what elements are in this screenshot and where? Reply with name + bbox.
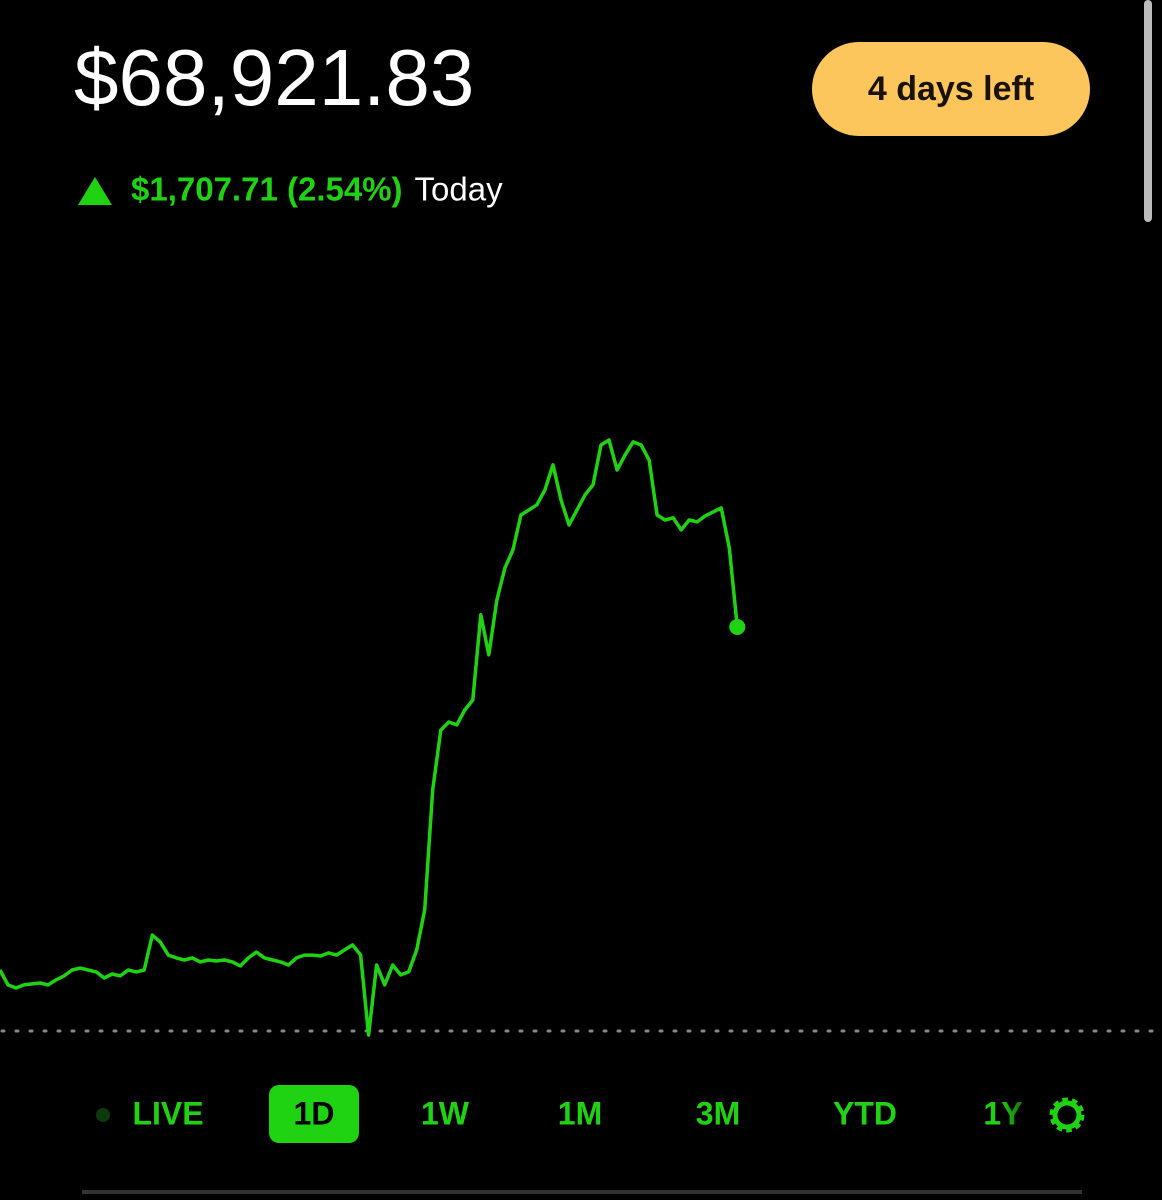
badge-button[interactable] (812, 42, 1090, 136)
scrollbar (1144, 0, 1152, 222)
live-dot (96, 1108, 110, 1122)
range-tab[interactable]: 1W (421, 1095, 470, 1131)
portfolio-value: $68,921.83 (74, 33, 474, 122)
chart (0, 438, 1162, 1037)
range-tab[interactable]: 1D (294, 1095, 335, 1131)
settings-icon[interactable] (1049, 1097, 1085, 1133)
tab-fade (1000, 1085, 1040, 1145)
up-arrow (78, 177, 112, 205)
tab-selected[interactable] (269, 1085, 359, 1143)
range-tabs: LIVE1D1W1M3MYTD1Y (96, 1085, 1023, 1143)
change: $1,707.71 (2.54%) (131, 171, 403, 208)
badge-text[interactable]: 4 days left (868, 70, 1034, 108)
range-tab[interactable]: 3M (696, 1095, 740, 1131)
range-tab[interactable]: YTD (833, 1095, 897, 1131)
range-tab[interactable]: 1M (558, 1095, 602, 1131)
price-line (0, 438, 740, 1037)
range-tab[interactable]: LIVE (132, 1095, 203, 1131)
period: Today (415, 171, 504, 208)
divider (82, 1190, 1082, 1194)
end-dot (729, 618, 746, 635)
